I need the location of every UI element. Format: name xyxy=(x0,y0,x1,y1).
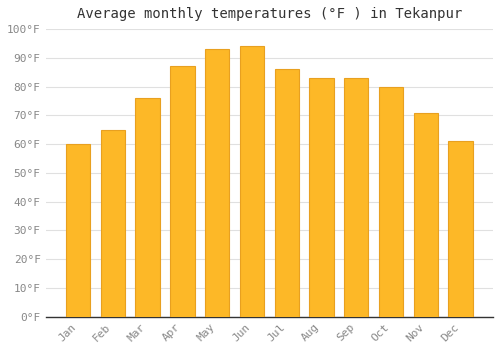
Bar xyxy=(414,112,438,317)
Bar xyxy=(379,86,403,317)
Bar xyxy=(170,66,194,317)
Title: Average monthly temperatures (°F ) in Tekanpur: Average monthly temperatures (°F ) in Te… xyxy=(76,7,462,21)
Bar xyxy=(240,46,264,317)
Bar xyxy=(344,78,368,317)
Bar xyxy=(66,144,90,317)
Bar xyxy=(310,78,334,317)
Bar xyxy=(100,130,125,317)
Bar xyxy=(448,141,472,317)
Bar xyxy=(136,98,160,317)
Bar xyxy=(274,69,299,317)
Bar xyxy=(205,49,230,317)
